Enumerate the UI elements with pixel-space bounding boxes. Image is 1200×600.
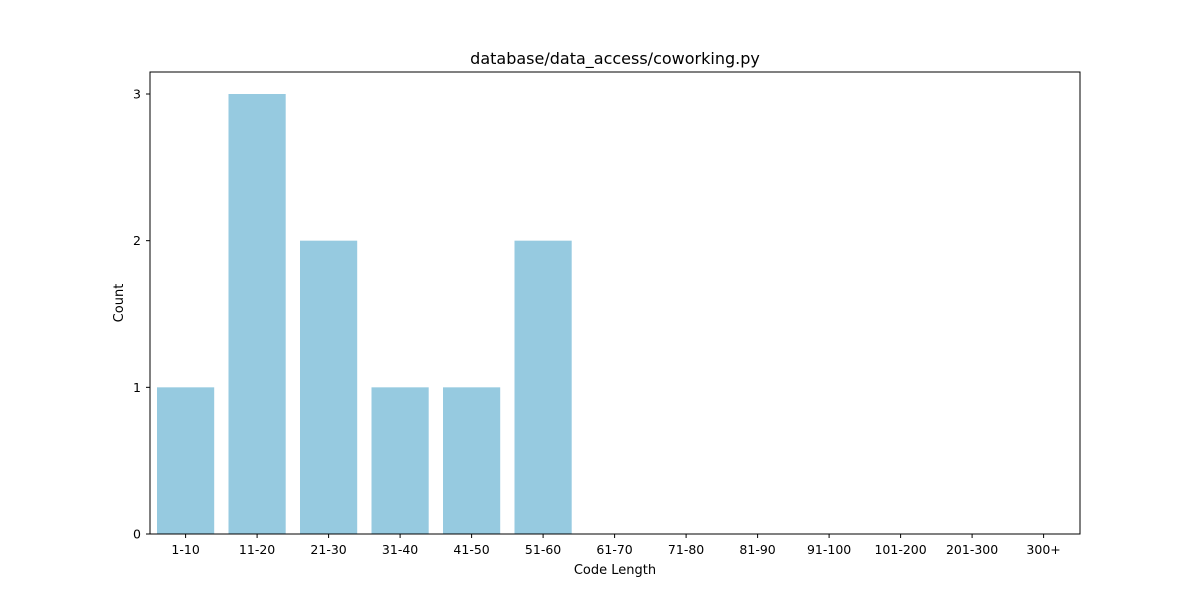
bar-1-10 (157, 387, 215, 534)
chart-title: database/data_access/coworking.py (470, 49, 760, 69)
x-tick-label: 51-60 (525, 542, 561, 557)
y-tick-label: 0 (133, 527, 141, 542)
x-tick-label: 41-50 (453, 542, 489, 557)
y-tick-label: 3 (133, 87, 141, 102)
plot-frame (149, 71, 1081, 535)
x-axis-label: Code Length (574, 563, 656, 578)
x-tick-label: 1-10 (171, 542, 199, 557)
y-axis-label: Count (112, 284, 127, 323)
x-tick-label: 61-70 (596, 542, 632, 557)
x-tick-label: 71-80 (668, 542, 704, 557)
x-tick-label: 101-200 (874, 542, 926, 557)
x-axis-ticks: 1-10 11-20 21-30 31-40 41-50 51-60 61-70 71-80 8… (171, 534, 1061, 557)
bars-group (157, 94, 572, 534)
bar-41-50 (443, 387, 501, 534)
x-tick-label: 21-30 (310, 542, 346, 557)
y-tick-label: 1 (133, 380, 141, 395)
x-tick-label: 201-300 (946, 542, 998, 557)
x-tick-label: 81-90 (739, 542, 775, 557)
bar-21-30 (300, 240, 358, 534)
bar-51-60 (514, 240, 572, 534)
x-tick-label: 11-20 (239, 542, 275, 557)
x-tick-label: 91-100 (807, 542, 851, 557)
y-tick-label: 2 (133, 233, 141, 248)
bar-31-40 (371, 387, 429, 534)
x-tick-label: 300+ (1026, 542, 1060, 557)
bar-11-20 (228, 94, 286, 534)
y-axis-ticks: 0 1 2 3 (133, 87, 150, 542)
x-tick-label: 31-40 (382, 542, 418, 557)
